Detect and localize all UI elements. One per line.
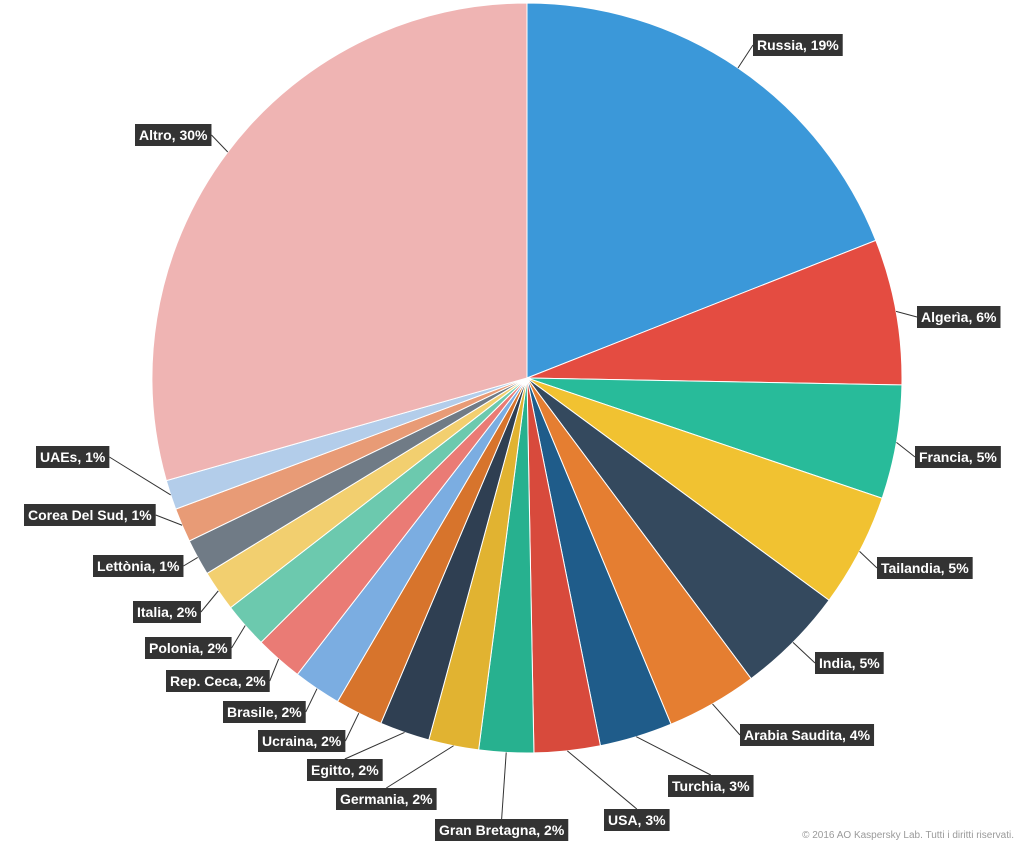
slice-label-15: Italia, 2% <box>133 601 201 623</box>
leader-line-16 <box>183 557 198 567</box>
slice-label-text-13: Rep. Ceca, 2% <box>170 673 266 689</box>
slice-label-text-7: USA, 3% <box>608 812 666 828</box>
slice-label-4: India, 5% <box>815 652 884 674</box>
slice-label-12: Brasile, 2% <box>223 701 306 723</box>
slice-label-bg-17 <box>24 504 156 526</box>
leader-lines <box>109 44 918 820</box>
slice-label-6: Turchia, 3% <box>668 775 754 797</box>
slice-label-bg-4 <box>815 652 884 674</box>
slice-label-text-3: Tailandia, 5% <box>881 560 969 576</box>
leader-line-10 <box>344 731 405 760</box>
leader-line-2 <box>896 441 916 458</box>
slice-label-bg-11 <box>258 730 346 752</box>
leader-line-4 <box>792 641 816 664</box>
slice-label-0: Russia, 19% <box>753 34 843 56</box>
slice-label-bg-5 <box>740 724 875 746</box>
leader-line-5 <box>712 703 741 736</box>
slice-label-bg-0 <box>753 34 843 56</box>
leader-line-6 <box>636 736 712 776</box>
slice-label-text-2: Francia, 5% <box>919 449 997 465</box>
slice-label-text-18: UAEs, 1% <box>40 449 106 465</box>
leader-line-3 <box>859 550 878 569</box>
slice-label-text-4: India, 5% <box>819 655 880 671</box>
leader-line-15 <box>200 590 219 613</box>
slice-label-bg-13 <box>166 670 270 692</box>
slice-label-14: Polonia, 2% <box>145 637 232 659</box>
copyright-notice: © 2016 AO Kaspersky Lab. Tutti i diritti… <box>802 830 1014 841</box>
leader-line-1 <box>895 310 918 318</box>
slice-label-bg-16 <box>93 555 184 577</box>
slice-label-13: Rep. Ceca, 2% <box>166 670 270 692</box>
pie-slice-0 <box>526 2 877 379</box>
slice-label-18: UAEs, 1% <box>36 446 110 468</box>
slice-label-text-1: Algerìa, 6% <box>921 309 997 325</box>
leader-line-7 <box>567 750 638 810</box>
slice-label-text-11: Ucraina, 2% <box>262 733 342 749</box>
slice-label-text-0: Russia, 19% <box>757 37 839 53</box>
leader-line-9 <box>386 745 454 789</box>
slice-label-8: Gran Bretagna, 2% <box>435 819 569 841</box>
pie-slice-19 <box>151 2 528 482</box>
slice-label-text-8: Gran Bretagna, 2% <box>439 822 565 838</box>
slice-label-text-19: Altro, 30% <box>139 127 208 143</box>
slice-label-text-9: Germania, 2% <box>340 791 433 807</box>
slice-label-1: Algerìa, 6% <box>917 306 1001 328</box>
pie-slices <box>151 2 903 754</box>
leader-line-14 <box>231 625 246 649</box>
leader-line-8 <box>501 752 507 820</box>
slice-label-text-16: Lettònia, 1% <box>97 558 180 574</box>
slice-label-text-5: Arabia Saudita, 4% <box>744 727 871 743</box>
leader-line-0 <box>737 44 754 69</box>
slice-label-bg-14 <box>145 637 232 659</box>
slice-label-bg-7 <box>604 809 670 831</box>
slice-label-bg-10 <box>307 759 383 781</box>
slice-label-9: Germania, 2% <box>336 788 437 810</box>
slice-label-bg-6 <box>668 775 754 797</box>
slice-label-3: Tailandia, 5% <box>877 557 973 579</box>
slice-label-11: Ucraina, 2% <box>258 730 346 752</box>
slice-label-text-15: Italia, 2% <box>137 604 197 620</box>
slice-label-bg-9 <box>336 788 437 810</box>
slice-label-5: Arabia Saudita, 4% <box>740 724 875 746</box>
slice-label-19: Altro, 30% <box>135 124 212 146</box>
slice-label-bg-19 <box>135 124 212 146</box>
slice-label-bg-2 <box>915 446 1001 468</box>
slice-label-bg-15 <box>133 601 201 623</box>
slice-label-text-12: Brasile, 2% <box>227 704 302 720</box>
slice-label-text-14: Polonia, 2% <box>149 640 228 656</box>
slice-label-bg-1 <box>917 306 1001 328</box>
leader-line-13 <box>269 658 280 682</box>
slice-label-bg-8 <box>435 819 569 841</box>
slice-label-bg-3 <box>877 557 973 579</box>
slice-label-17: Corea Del Sud, 1% <box>24 504 156 526</box>
slice-label-text-6: Turchia, 3% <box>672 778 750 794</box>
leader-line-12 <box>305 688 318 713</box>
slice-label-7: USA, 3% <box>604 809 670 831</box>
leader-line-19 <box>211 134 229 153</box>
slice-label-text-10: Egitto, 2% <box>311 762 379 778</box>
leader-line-17 <box>155 514 183 526</box>
leader-line-11 <box>344 712 360 742</box>
slice-label-16: Lettònia, 1% <box>93 555 184 577</box>
slice-label-bg-18 <box>36 446 110 468</box>
slice-label-bg-12 <box>223 701 306 723</box>
slice-label-2: Francia, 5% <box>915 446 1001 468</box>
slice-label-text-17: Corea Del Sud, 1% <box>28 507 152 523</box>
slice-labels: Russia, 19% Algerìa, 6% Francia, 5% Tailand… <box>24 34 1001 841</box>
slice-label-10: Egitto, 2% <box>307 759 383 781</box>
leader-line-18 <box>109 456 171 496</box>
